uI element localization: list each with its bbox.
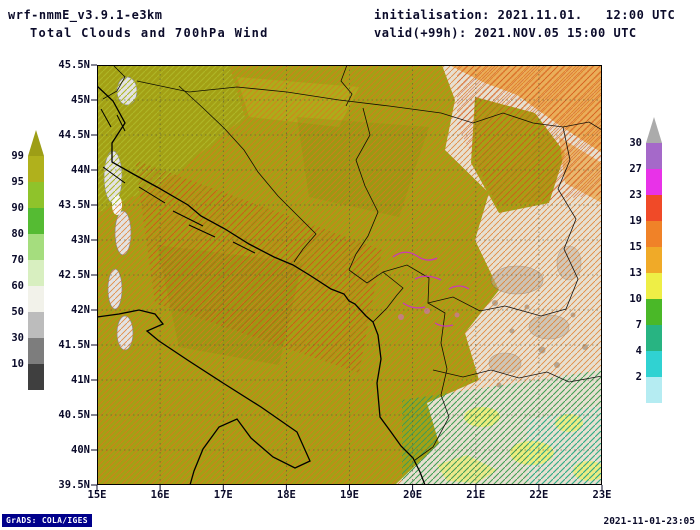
wind-level-label: 7 xyxy=(635,319,642,331)
creation-timestamp: 2021-11-01-23:05 xyxy=(603,516,695,527)
colorbar-segment xyxy=(28,286,44,312)
wind-level-label: 23 xyxy=(629,189,642,201)
lon-tick-label: 17E xyxy=(213,489,233,501)
lat-tick-label: 40.5N xyxy=(58,409,90,421)
cloud-level-label: 99 xyxy=(11,150,24,162)
cloud-level-label: 10 xyxy=(11,358,24,370)
lat-tick-label: 43N xyxy=(71,234,90,246)
colorbar-segment xyxy=(28,260,44,286)
lon-tick-label: 15E xyxy=(87,489,107,501)
colorbar-segment xyxy=(646,143,662,169)
lon-tick-label: 16E xyxy=(150,489,170,501)
weather-map xyxy=(91,64,603,491)
wind-level-label: 10 xyxy=(629,293,642,305)
colorbar-segment xyxy=(646,273,662,299)
lon-tick-label: 18E xyxy=(276,489,296,501)
adriatic-coastline xyxy=(97,85,426,485)
lat-tick-label: 44N xyxy=(71,164,90,176)
colorbar-segment xyxy=(646,351,662,377)
model-version-label: wrf-nmmE_v3.9.1-e3km xyxy=(8,8,163,22)
colorbar-segment xyxy=(646,325,662,351)
lat-tick-label: 41.5N xyxy=(58,339,90,351)
lon-tick-label: 20E xyxy=(403,489,423,501)
wind-level-label: 2 xyxy=(635,371,642,383)
colorbar-segment xyxy=(28,182,44,208)
italy-coastline xyxy=(97,309,311,485)
colorbar-segment xyxy=(646,169,662,195)
wind-level-label: 30 xyxy=(629,137,642,149)
lat-tick-label: 44.5N xyxy=(58,129,90,141)
lat-tick-label: 45N xyxy=(71,94,90,106)
colorbar-segment xyxy=(28,156,44,182)
lat-tick-label: 43.5N xyxy=(58,199,90,211)
wind-speed-colorbar xyxy=(646,117,662,403)
lon-tick-label: 19E xyxy=(340,489,359,501)
cloud-level-label: 90 xyxy=(11,202,24,214)
colorbar-segment xyxy=(28,208,44,234)
dalmatian-islands xyxy=(100,108,256,254)
colorbar-tip xyxy=(28,130,44,156)
lon-tick-label: 22E xyxy=(529,489,549,501)
colorbar-segment xyxy=(28,364,44,390)
colorbar-segment xyxy=(646,377,662,403)
colorbar-segment xyxy=(646,221,662,247)
wind-level-label: 19 xyxy=(629,215,642,227)
colorbar-segment xyxy=(646,247,662,273)
wind-level-label: 4 xyxy=(635,345,642,357)
cloud-level-label: 95 xyxy=(11,176,24,188)
colorbar-tip xyxy=(646,117,662,143)
initialisation-label: initialisation: 2021.11.01. 12:00 UTC xyxy=(374,8,676,22)
colorbar-segment xyxy=(28,234,44,260)
high-wind-magenta-marks xyxy=(392,251,470,327)
lat-tick-label: 42N xyxy=(71,304,90,316)
chart-title: Total Clouds and 700hPa Wind xyxy=(30,26,269,40)
axis-ticks xyxy=(91,64,603,491)
cloud-level-label: 80 xyxy=(11,228,24,240)
colorbar-segment xyxy=(646,299,662,325)
cloud-level-label: 60 xyxy=(11,280,24,292)
cloud-cover-colorbar xyxy=(28,130,44,390)
gridlines-lat xyxy=(97,99,602,451)
grads-credit-badge: GrADS: COLA/IGES xyxy=(2,514,92,527)
lat-tick-label: 45.5N xyxy=(58,59,90,71)
lat-tick-label: 40N xyxy=(71,444,90,456)
cloud-level-label: 50 xyxy=(11,306,24,318)
valid-time-label: valid(+99h): 2021.NOV.05 15:00 UTC xyxy=(374,26,637,40)
cloud-level-label: 30 xyxy=(11,332,24,344)
colorbar-segment xyxy=(646,195,662,221)
map-frame xyxy=(97,65,602,485)
colorbar-segment xyxy=(28,338,44,364)
lat-tick-label: 42.5N xyxy=(58,269,90,281)
country-borders xyxy=(102,65,602,461)
wind-level-label: 27 xyxy=(629,163,642,175)
lon-tick-label: 23E xyxy=(592,489,612,501)
colorbar-segment xyxy=(28,312,44,338)
lat-tick-label: 41N xyxy=(71,374,90,386)
wind-level-label: 15 xyxy=(629,241,642,253)
lat-tick-label: 39.5N xyxy=(58,479,90,491)
cloud-level-label: 70 xyxy=(11,254,24,266)
wind-level-label: 13 xyxy=(629,267,642,279)
lon-tick-label: 21E xyxy=(466,489,486,501)
coastlines xyxy=(97,85,426,485)
